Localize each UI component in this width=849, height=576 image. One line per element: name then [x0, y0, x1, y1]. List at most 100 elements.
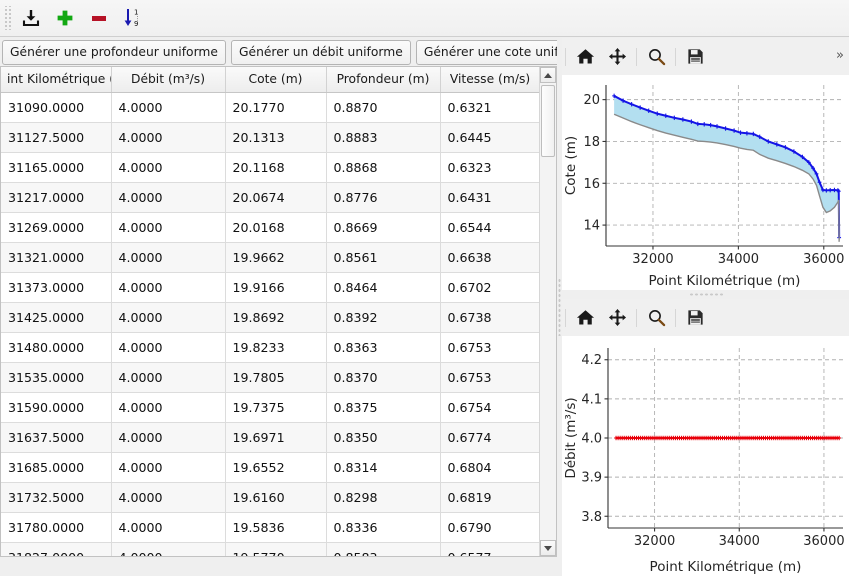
table-cell[interactable]: 4.0000: [111, 182, 226, 213]
table-row[interactable]: 31090.0000 4.0000 20.1770 0.8870 0.6321: [1, 92, 541, 123]
table-cell[interactable]: 31165.0000: [1, 152, 112, 183]
table-cell[interactable]: 31827.0000: [1, 542, 112, 556]
table-cell[interactable]: 0.8561: [326, 242, 441, 273]
table-cell[interactable]: 19.9662: [225, 242, 327, 273]
table-cell[interactable]: 4.0000: [111, 92, 226, 123]
generate-uniform-depth-button[interactable]: Générer une profondeur uniforme: [2, 39, 226, 65]
table-cell[interactable]: 0.8776: [326, 182, 441, 213]
table-row[interactable]: 31165.0000 4.0000 20.1168 0.8868 0.6323: [1, 152, 541, 183]
table-cell[interactable]: 31780.0000: [1, 512, 112, 543]
scrollbar-thumb[interactable]: [541, 85, 555, 157]
table-cell[interactable]: 31269.0000: [1, 212, 112, 243]
table-row[interactable]: 31535.0000 4.0000 19.7805 0.8370 0.6753: [1, 362, 541, 393]
table-cell[interactable]: 31685.0000: [1, 452, 112, 483]
table-cell[interactable]: 31090.0000: [1, 92, 112, 123]
table-cell[interactable]: 19.6160: [225, 482, 327, 513]
table-row[interactable]: 31127.5000 4.0000 20.1313 0.8883 0.6445: [1, 122, 541, 153]
horizontal-splitter[interactable]: [562, 290, 849, 299]
generate-uniform-discharge-button[interactable]: Générer un débit uniforme: [230, 39, 411, 65]
column-header-pk[interactable]: int Kilométrique (: [1, 67, 112, 93]
table-vertical-scrollbar[interactable]: [539, 67, 556, 556]
scroll-down-arrow-icon[interactable]: [540, 540, 556, 556]
table-cell[interactable]: 4.0000: [111, 242, 226, 273]
zoom-icon[interactable]: [640, 42, 672, 72]
table-row[interactable]: 31827.0000 4.0000 19.5770 0.8583 0.6577: [1, 542, 541, 556]
table-cell[interactable]: 0.8669: [326, 212, 441, 243]
column-header-velocity[interactable]: Vitesse (m/s): [440, 67, 541, 93]
table-cell[interactable]: 19.6971: [225, 422, 327, 453]
table-cell[interactable]: 4.0000: [111, 452, 226, 483]
table-cell[interactable]: 0.8868: [326, 152, 441, 183]
table-cell[interactable]: 0.8350: [326, 422, 441, 453]
table-cell[interactable]: 31590.0000: [1, 392, 112, 423]
table-row[interactable]: 31321.0000 4.0000 19.9662 0.8561 0.6638: [1, 242, 541, 273]
table-cell[interactable]: 4.0000: [111, 302, 226, 333]
table-cell[interactable]: 31425.0000: [1, 302, 112, 333]
table-cell[interactable]: 19.8233: [225, 332, 327, 363]
table-cell[interactable]: 0.8375: [326, 392, 441, 423]
vertical-splitter[interactable]: [557, 38, 562, 576]
table-cell[interactable]: 4.0000: [111, 362, 226, 393]
table-cell[interactable]: 0.6804: [440, 452, 541, 483]
column-header-elevation[interactable]: Cote (m): [225, 67, 327, 93]
table-row[interactable]: 31217.0000 4.0000 20.0674 0.8776 0.6431: [1, 182, 541, 213]
sort-ascending-icon[interactable]: 1 ⋮ 9: [116, 3, 150, 33]
table-cell[interactable]: 4.0000: [111, 422, 226, 453]
table-cell[interactable]: 19.6552: [225, 452, 327, 483]
table-cell[interactable]: 20.1168: [225, 152, 327, 183]
table-row[interactable]: 31480.0000 4.0000 19.8233 0.8363 0.6753: [1, 332, 541, 363]
table-cell[interactable]: 4.0000: [111, 332, 226, 363]
table-cell[interactable]: 31217.0000: [1, 182, 112, 213]
table-row[interactable]: 31590.0000 4.0000 19.7375 0.8375 0.6754: [1, 392, 541, 423]
discharge-chart[interactable]: 3.8 3.9 4.0 4.1 4.2 32000 34000 36000 Point Kilo…: [562, 336, 849, 576]
table-row[interactable]: 31637.5000 4.0000 19.6971 0.8350 0.6774: [1, 422, 541, 453]
table-cell[interactable]: 0.6702: [440, 272, 541, 303]
table-cell[interactable]: 0.6638: [440, 242, 541, 273]
table-cell[interactable]: 4.0000: [111, 392, 226, 423]
table-cell[interactable]: 0.8583: [326, 542, 441, 556]
column-header-depth[interactable]: Profondeur (m): [326, 67, 441, 93]
save-icon[interactable]: [679, 42, 711, 72]
table-cell[interactable]: 4.0000: [111, 212, 226, 243]
table-cell[interactable]: 0.6774: [440, 422, 541, 453]
table-cell[interactable]: 0.8336: [326, 512, 441, 543]
table-cell[interactable]: 31535.0000: [1, 362, 112, 393]
table-cell[interactable]: 20.0168: [225, 212, 327, 243]
import-icon[interactable]: [14, 3, 48, 33]
table-cell[interactable]: 20.1313: [225, 122, 327, 153]
table-cell[interactable]: 0.6321: [440, 92, 541, 123]
table-cell[interactable]: 19.7375: [225, 392, 327, 423]
table-cell[interactable]: 0.8298: [326, 482, 441, 513]
table-row[interactable]: 31732.5000 4.0000 19.6160 0.8298 0.6819: [1, 482, 541, 513]
table-cell[interactable]: 31373.0000: [1, 272, 112, 303]
table-cell[interactable]: 31127.5000: [1, 122, 112, 153]
add-icon[interactable]: [48, 3, 82, 33]
toolbar-overflow-button[interactable]: »: [836, 48, 844, 63]
table-cell[interactable]: 19.8692: [225, 302, 327, 333]
table-cell[interactable]: 19.9166: [225, 272, 327, 303]
table-row[interactable]: 31425.0000 4.0000 19.8692 0.8392 0.6738: [1, 302, 541, 333]
table-cell[interactable]: 0.8363: [326, 332, 441, 363]
table-cell[interactable]: 0.8370: [326, 362, 441, 393]
table-cell[interactable]: 31480.0000: [1, 332, 112, 363]
home-icon[interactable]: [569, 42, 601, 72]
table-cell[interactable]: 31321.0000: [1, 242, 112, 273]
profile-chart[interactable]: 14 16 18 20 32000 34000 36000 Point Kilométriqu…: [562, 75, 849, 290]
table-cell[interactable]: 0.6753: [440, 332, 541, 363]
table-cell[interactable]: 4.0000: [111, 272, 226, 303]
table-cell[interactable]: 0.6738: [440, 302, 541, 333]
table-cell[interactable]: 19.5836: [225, 512, 327, 543]
table-row[interactable]: 31269.0000 4.0000 20.0168 0.8669 0.6544: [1, 212, 541, 243]
pan-icon[interactable]: [601, 303, 633, 333]
table-cell[interactable]: 0.6445: [440, 122, 541, 153]
table-cell[interactable]: 0.8883: [326, 122, 441, 153]
table-cell[interactable]: 0.6790: [440, 512, 541, 543]
table-cell[interactable]: 0.6431: [440, 182, 541, 213]
table-cell[interactable]: 0.6753: [440, 362, 541, 393]
table-cell[interactable]: 31732.5000: [1, 482, 112, 513]
table-cell[interactable]: 4.0000: [111, 512, 226, 543]
table-cell[interactable]: 19.7805: [225, 362, 327, 393]
table-row[interactable]: 31685.0000 4.0000 19.6552 0.8314 0.6804: [1, 452, 541, 483]
table-cell[interactable]: 0.8464: [326, 272, 441, 303]
save-icon[interactable]: [679, 303, 711, 333]
